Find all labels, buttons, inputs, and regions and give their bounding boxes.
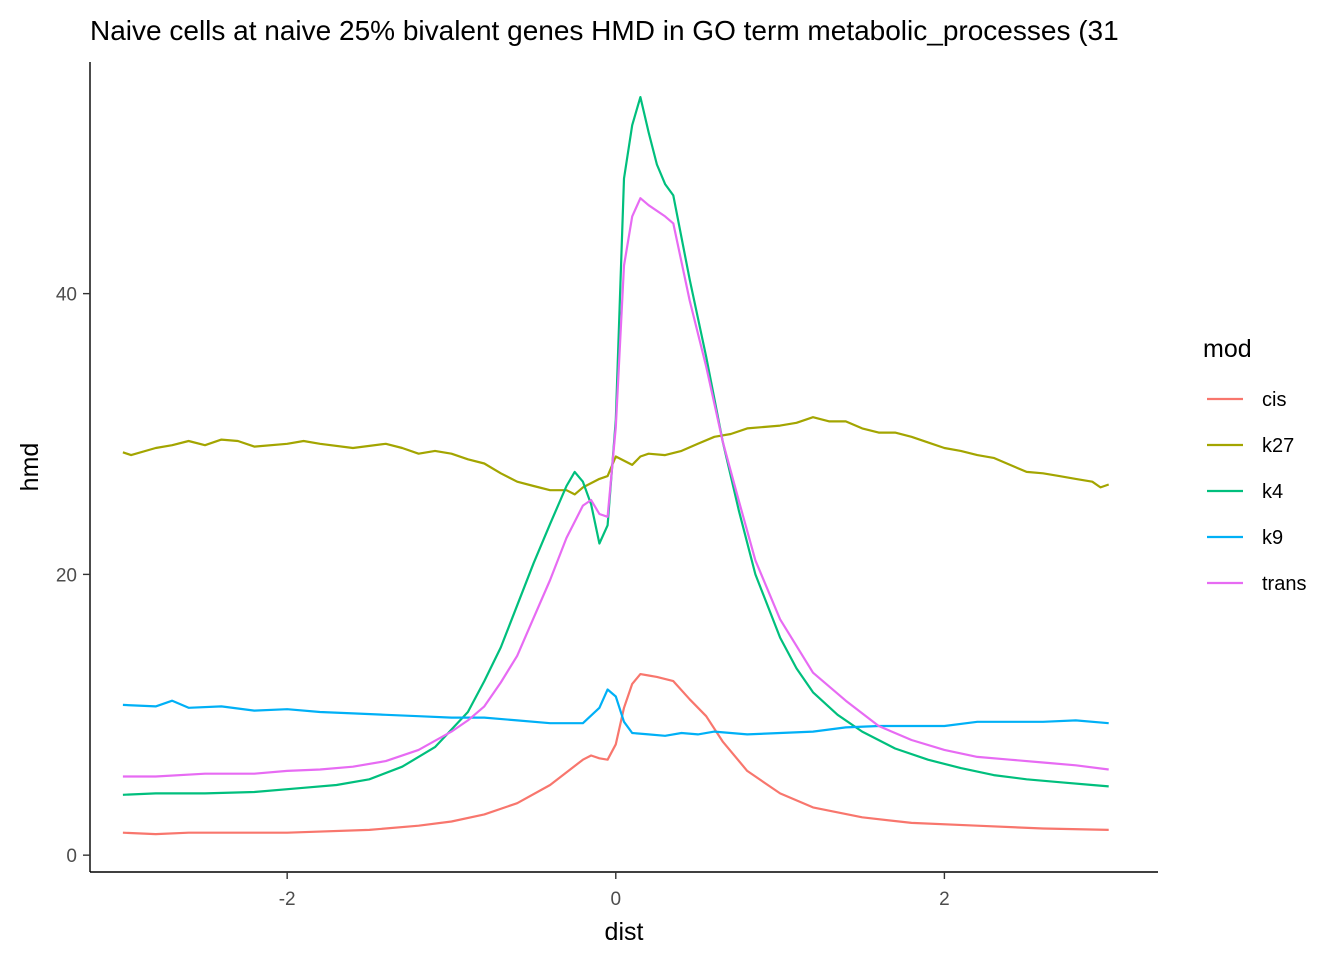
- y-tick-label: 0: [66, 846, 77, 867]
- legend-items: cis k27 k4 k9 trans: [1207, 389, 1306, 595]
- x-axis-title: dist: [605, 918, 644, 946]
- series-line-cis: [122, 673, 1109, 836]
- y-axis-title: hmd: [16, 443, 44, 492]
- legend-title: mod: [1203, 335, 1252, 363]
- legend-label-k4: k4: [1262, 481, 1283, 503]
- legend-label-trans: trans: [1262, 573, 1306, 595]
- legend-label-cis: cis: [1262, 389, 1286, 411]
- y-tick-label: 20: [56, 565, 77, 586]
- legend-label-k27: k27: [1262, 435, 1294, 457]
- series-line-trans: [122, 197, 1109, 778]
- legend: mod cis k27 k4 k9 trans: [1203, 335, 1306, 595]
- y-axis-ticks: 0 20 40: [56, 285, 90, 867]
- x-axis-ticks: -2 0 2: [279, 872, 950, 910]
- series-line-k4: [122, 96, 1109, 796]
- x-tick-label: -2: [279, 889, 296, 910]
- plot-lines: [122, 96, 1110, 836]
- series-line-k9: [122, 688, 1109, 737]
- series-line-k27: [122, 416, 1110, 496]
- x-tick-label: 2: [939, 889, 950, 910]
- y-tick-label: 40: [56, 285, 77, 306]
- x-tick-label: 0: [610, 889, 621, 910]
- chart-title: Naive cells at naive 25% bivalent genes …: [90, 15, 1119, 46]
- legend-label-k9: k9: [1262, 527, 1283, 549]
